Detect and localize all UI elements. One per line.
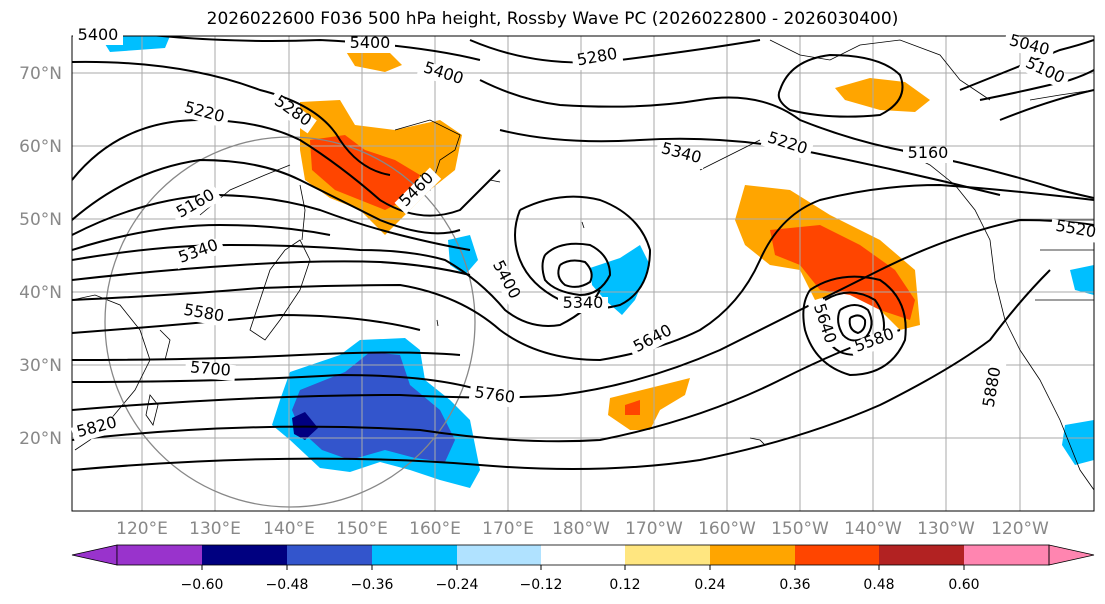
plot-frame <box>71 35 1095 512</box>
contour-label: 5640 <box>630 320 675 356</box>
colorbar-tick-label: 0.48 <box>863 577 894 593</box>
colorbar-tick-label: −0.24 <box>436 577 479 593</box>
negative-anomaly-west-pacific-inner <box>292 352 455 462</box>
contour-label: 5520 <box>1054 216 1097 242</box>
colorbar-tick-label: −0.60 <box>181 577 224 593</box>
positive-anomaly-central <box>608 378 690 430</box>
contour-label: 5400 <box>78 25 119 44</box>
lon-label: 160°E <box>409 519 461 539</box>
colorbar-segment <box>202 545 287 565</box>
colorbar-segment <box>287 545 372 565</box>
colorbar-segment <box>964 545 1049 565</box>
contour-labels: 5400 5400 5280 5280 5220 5220 5160 5160 … <box>71 25 1102 444</box>
lon-label: 130°W <box>917 519 975 539</box>
contour-label: 5400 <box>350 33 391 52</box>
anomaly-shading <box>100 36 1094 488</box>
region-circle <box>104 136 476 508</box>
lon-label: 140°E <box>263 519 315 539</box>
lat-label: 60°N <box>19 137 62 157</box>
longitude-labels: 120°E 130°E 140°E 150°E 160°E 170°E 180°… <box>116 519 1049 539</box>
colorbar-extend-low <box>71 544 118 566</box>
colorbar-tick-label: −0.48 <box>266 577 309 593</box>
contour-label: 5400 <box>489 257 525 302</box>
lat-label: 20°N <box>19 429 62 449</box>
colorbar-segment <box>879 545 964 565</box>
lon-label: 180°W <box>552 519 610 539</box>
colorbar-segment <box>625 545 710 565</box>
lon-label: 160°W <box>698 519 756 539</box>
colorbar-segment <box>372 545 457 565</box>
lat-label: 70°N <box>19 64 62 84</box>
lat-label: 40°N <box>19 283 62 303</box>
coastlines <box>72 39 1094 491</box>
contour-label: 5700 <box>189 357 231 379</box>
lon-label: 150°W <box>771 519 829 539</box>
colorbar-segment <box>795 545 879 565</box>
positive-anomaly-ne-pacific-core <box>770 225 915 320</box>
lat-label: 30°N <box>19 356 62 376</box>
contour-label: 5160 <box>908 143 949 162</box>
map-plot-area <box>72 36 1094 511</box>
colorbar-extend-high <box>1048 544 1095 566</box>
lon-label: 120°W <box>991 519 1049 539</box>
positive-anomaly-north <box>345 48 402 72</box>
lon-label: 120°E <box>116 519 168 539</box>
height-contours <box>72 36 1094 471</box>
contour-label: 5880 <box>979 365 1005 408</box>
colorbar-segment <box>541 545 625 565</box>
lat-label: 50°N <box>19 210 62 230</box>
colorbar-tick-label: −0.12 <box>520 577 563 593</box>
contour-label: 5760 <box>473 382 516 406</box>
contour-label: 5280 <box>575 44 618 70</box>
colorbar-tick-label: 0.12 <box>609 577 640 593</box>
colorbar: −0.60 −0.48 −0.36 −0.24 −0.12 0.12 0.24 … <box>71 544 1095 593</box>
lon-label: 170°E <box>482 519 534 539</box>
map-title: 2026022600 F036 500 hPa height, Rossby W… <box>206 9 899 29</box>
lon-label: 130°E <box>189 519 241 539</box>
positive-anomaly-bering <box>835 78 930 112</box>
contour-label: 5340 <box>563 293 604 312</box>
colorbar-tick-label: 0.36 <box>779 577 810 593</box>
contour-label: 5160 <box>173 185 218 222</box>
latitude-labels: 70°N 60°N 50°N 40°N 30°N 20°N <box>19 64 62 449</box>
lon-label: 150°E <box>336 519 388 539</box>
colorbar-tick-label: 0.24 <box>694 577 725 593</box>
lon-label: 170°W <box>625 519 683 539</box>
colorbar-tick-label: −0.36 <box>351 577 394 593</box>
islands <box>436 221 766 446</box>
colorbar-segment <box>710 545 795 565</box>
colorbar-segment <box>117 545 202 565</box>
positive-anomaly-okhotsk-core <box>310 135 420 210</box>
colorbar-tick-label: 0.60 <box>948 577 979 593</box>
lon-label: 140°W <box>844 519 902 539</box>
colorbar-segment <box>457 545 541 565</box>
contour-label: 5580 <box>182 300 225 326</box>
